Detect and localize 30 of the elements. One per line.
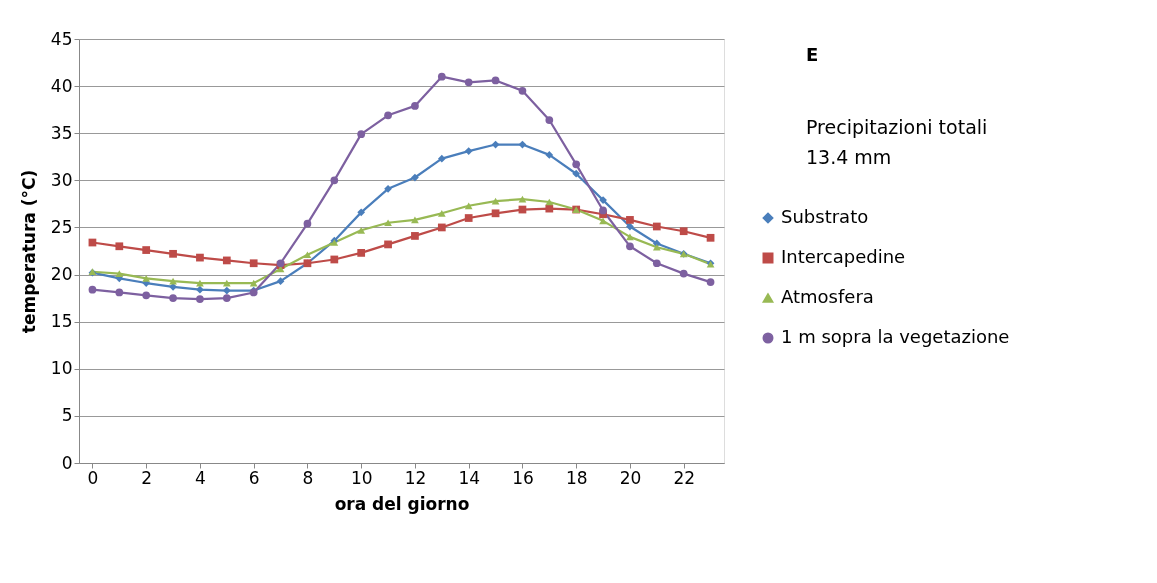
y-tick-label: 40 — [50, 75, 73, 96]
legend-label: 1 m sopra la vegetazione — [781, 326, 1010, 347]
x-tick-label: 10 — [350, 467, 373, 488]
y-tick-label: 30 — [50, 169, 73, 190]
y-tick-label: 15 — [50, 311, 73, 332]
y-tick-label: 45 — [50, 28, 73, 49]
x-tick-label: 22 — [673, 467, 696, 488]
x-tick-label: 14 — [458, 467, 481, 488]
text: Precipitazioni totali 13.4 mm — [806, 116, 988, 168]
x-tick-label: 12 — [404, 467, 427, 488]
x-tick-label: 6 — [248, 467, 260, 488]
text: E — [806, 44, 819, 65]
x-tick-label: 2 — [141, 467, 153, 488]
x-tick-label: 20 — [619, 467, 642, 488]
x-tick-label: 0 — [87, 467, 99, 488]
y-tick-label: 5 — [61, 405, 73, 426]
y-tick-label: 10 — [50, 358, 73, 379]
y-tick-label: 25 — [50, 216, 73, 237]
y-axis-title: temperatura (°C) — [18, 169, 39, 334]
y-tick-label: 0 — [61, 452, 73, 473]
legend-label: Atmosfera — [781, 286, 874, 307]
x-tick-label: 18 — [565, 467, 588, 488]
x-axis-title: ora del giorno — [334, 493, 470, 514]
y-tick-label: 35 — [50, 122, 73, 143]
legend-label: Intercapedine — [781, 246, 906, 267]
x-tick-label: 8 — [302, 467, 314, 488]
legend-label: Substrato — [781, 206, 869, 227]
x-tick-label: 4 — [195, 467, 206, 488]
y-tick-label: 20 — [50, 264, 73, 285]
x-tick-label: 16 — [512, 467, 534, 488]
